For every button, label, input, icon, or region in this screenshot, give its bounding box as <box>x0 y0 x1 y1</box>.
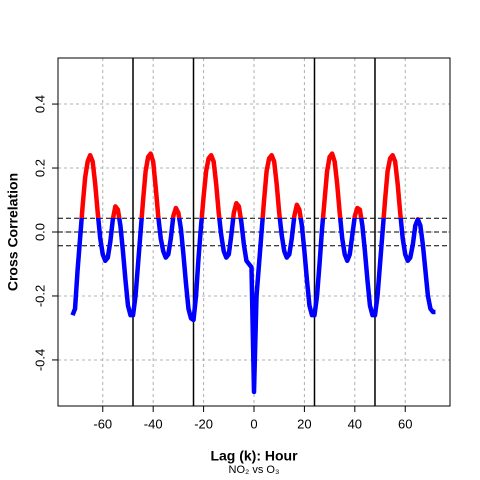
y-tick-label: -0.4 <box>32 349 47 371</box>
x-tick-label: -20 <box>194 416 213 431</box>
x-axis-label: Lag (k): Hour <box>210 448 298 464</box>
ccf-line <box>70 151 436 395</box>
x-tick-label: 0 <box>250 416 257 431</box>
x-tick-label: -40 <box>144 416 163 431</box>
y-tick-label: -0.2 <box>32 285 47 307</box>
x-tick-label: 40 <box>348 416 362 431</box>
y-tick-label: 0.4 <box>32 95 47 113</box>
x-tick-label: 20 <box>297 416 311 431</box>
y-axis-label: Cross Correlation <box>5 173 21 291</box>
x-tick-label: 60 <box>398 416 412 431</box>
x-tick-label: -60 <box>93 416 112 431</box>
subtitle: NO₂ vs O₃ <box>229 464 280 476</box>
y-tick-label: 0.0 <box>32 223 47 241</box>
plot-frame <box>57 57 451 407</box>
y-tick-label: 0.2 <box>32 159 47 177</box>
